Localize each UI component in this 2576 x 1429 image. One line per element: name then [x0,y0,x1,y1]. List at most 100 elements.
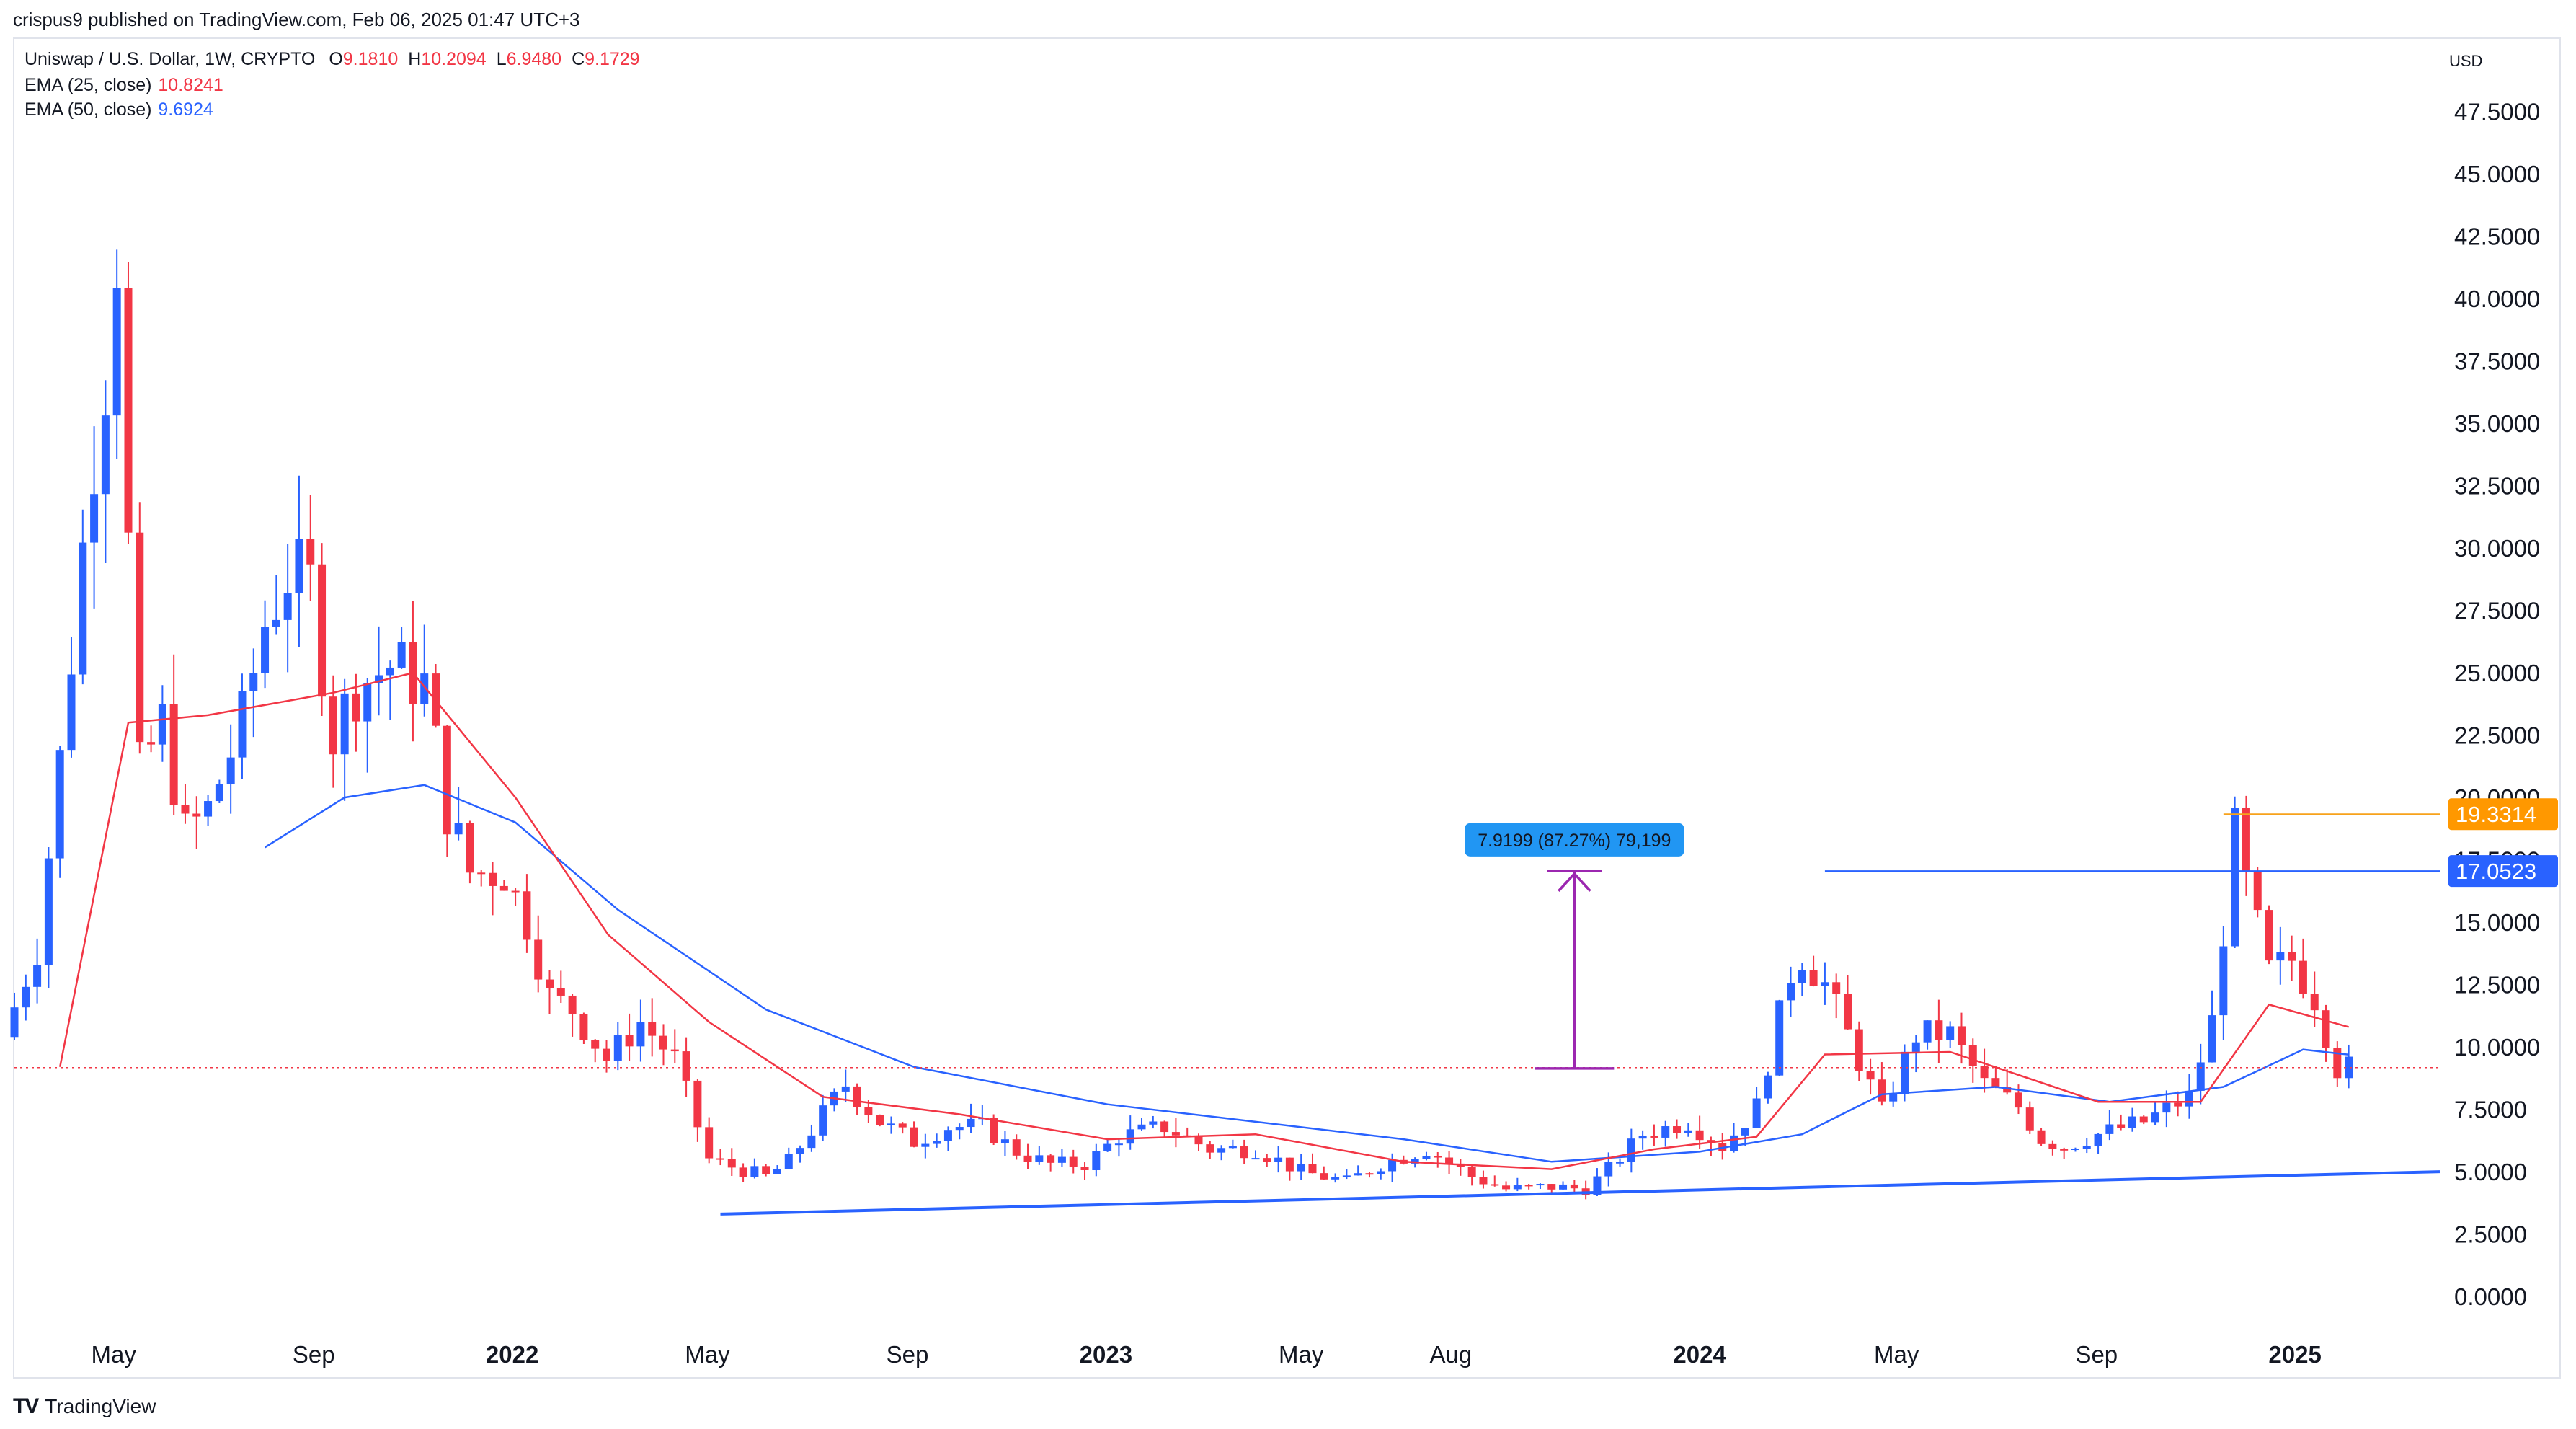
candle-body[interactable] [1057,1156,1066,1163]
candle-body[interactable] [10,1007,19,1038]
candle-body[interactable] [648,1022,657,1036]
candle-body[interactable] [1787,983,1795,1001]
candle-body[interactable] [181,805,190,814]
candle-body[interactable] [1730,1135,1738,1151]
candle-body[interactable] [1570,1184,1578,1189]
candle-body[interactable] [1923,1020,1932,1043]
candle-body[interactable] [1023,1155,1032,1162]
candle-body[interactable] [625,1035,634,1047]
candle-body[interactable] [1377,1171,1385,1174]
candle-body[interactable] [1149,1121,1158,1125]
candle-body[interactable] [1308,1164,1317,1174]
candle-body[interactable] [1445,1157,1454,1164]
candle-body[interactable] [2231,808,2239,947]
candle-body[interactable] [1536,1184,1545,1186]
candle-body[interactable] [340,693,349,755]
candle-body[interactable] [249,673,258,691]
candle-body[interactable] [1422,1156,1431,1159]
candle-body[interactable] [318,564,327,697]
candle-body[interactable] [841,1086,850,1092]
candle-body[interactable] [2333,1048,2342,1079]
candle-body[interactable] [136,532,144,743]
candle-body[interactable] [1206,1144,1214,1153]
candle-body[interactable] [2196,1062,2205,1091]
candle-body[interactable] [1911,1042,1920,1052]
candle-body[interactable] [967,1118,975,1128]
candle-body[interactable] [1878,1079,1886,1102]
candle-body[interactable] [1832,982,1841,994]
candle-body[interactable] [546,979,554,988]
candle-body[interactable] [226,757,235,784]
candle-body[interactable] [283,593,292,620]
candle-body[interactable] [272,619,280,627]
candle-body[interactable] [1593,1176,1602,1195]
candle-body[interactable] [1000,1139,1009,1143]
candle-body[interactable] [603,1048,611,1061]
candle-body[interactable] [943,1130,952,1141]
candle-body[interactable] [1638,1136,1647,1139]
candle-body[interactable] [1092,1151,1101,1170]
candle-body[interactable] [2288,952,2296,961]
candle-body[interactable] [739,1167,747,1177]
candle-body[interactable] [2299,960,2307,994]
candle-body[interactable] [1650,1136,1658,1138]
candle-body[interactable] [705,1127,714,1159]
candle-body[interactable] [1331,1177,1340,1180]
candle-body[interactable] [1980,1066,1989,1079]
candle-body[interactable] [1935,1020,1943,1040]
candle-body[interactable] [2117,1124,2126,1128]
candle-body[interactable] [2025,1107,2034,1131]
candle-body[interactable] [1957,1026,1966,1045]
candle-body[interactable] [568,995,577,1014]
candle-body[interactable] [1798,970,1806,983]
candle-body[interactable] [1342,1175,1351,1177]
candle-body[interactable] [1434,1156,1442,1158]
candle-body[interactable] [1103,1143,1112,1151]
candle-body[interactable] [238,691,247,758]
candle-body[interactable] [1843,994,1852,1030]
candle-body[interactable] [306,539,315,565]
candle-body[interactable] [784,1154,793,1169]
candle-body[interactable] [1502,1185,1511,1190]
candle-body[interactable] [898,1123,907,1128]
candle-body[interactable] [2219,946,2228,1016]
candle-body[interactable] [386,667,394,676]
candle-body[interactable] [2253,870,2262,911]
candle-body[interactable] [955,1127,964,1131]
candle-body[interactable] [523,891,531,940]
candle-body[interactable] [1547,1184,1556,1190]
candle-body[interactable] [2139,1116,2148,1123]
candle-body[interactable] [1126,1129,1134,1144]
candle-body[interactable] [1616,1162,1625,1164]
candle-body[interactable] [2162,1102,2171,1113]
candle-body[interactable] [2105,1124,2114,1134]
candle-body[interactable] [2265,910,2273,961]
candle-body[interactable] [1228,1146,1237,1149]
candle-body[interactable] [773,1169,781,1174]
candle-body[interactable] [329,696,337,755]
candle-body[interactable] [1411,1159,1419,1164]
candle-body[interactable] [727,1159,736,1168]
candle-body[interactable] [454,823,463,835]
measure-label-box[interactable] [1465,823,1684,857]
candle-body[interactable] [2071,1149,2079,1151]
candle-body[interactable] [1114,1143,1123,1146]
candle-body[interactable] [579,1014,588,1040]
candle-body[interactable] [1695,1130,1704,1141]
candle-body[interactable] [1297,1164,1305,1172]
candle-body[interactable] [1991,1078,2000,1088]
candle-body[interactable] [2060,1149,2069,1151]
candle-body[interactable] [1171,1132,1180,1136]
candle-body[interactable] [101,415,110,495]
candle-body[interactable] [796,1148,804,1154]
candle-body[interactable] [1080,1167,1089,1170]
candle-body[interactable] [1889,1094,1898,1102]
candle-body[interactable] [2345,1056,2353,1079]
candle-body[interactable] [1968,1045,1977,1066]
candle-body[interactable] [2082,1146,2091,1149]
candle-body[interactable] [1047,1155,1055,1163]
candle-body[interactable] [910,1127,918,1147]
price-tag-current[interactable] [2448,855,2558,888]
candle-body[interactable] [693,1080,702,1128]
